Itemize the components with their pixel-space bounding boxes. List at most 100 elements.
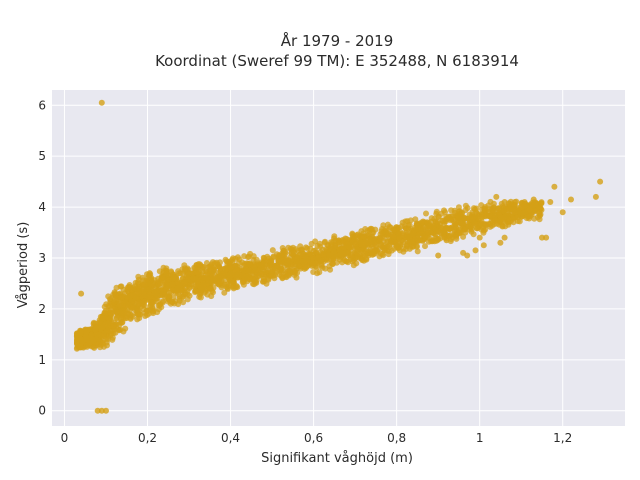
data-point [197, 294, 204, 301]
data-point [101, 309, 108, 316]
data-point [104, 327, 111, 334]
outlier-point [435, 252, 442, 259]
data-point [409, 238, 416, 245]
tick-labels: 0 0,2 0,4 0,6 0,8 1 1,2 0 1 2 3 4 5 6 [38, 98, 572, 445]
data-point [184, 296, 191, 303]
data-point [381, 234, 388, 241]
data-point [191, 264, 198, 271]
data-point [181, 262, 188, 269]
chart-title-line-1: År 1979 - 2019 [281, 31, 394, 50]
data-point [159, 274, 166, 281]
data-point [113, 293, 119, 299]
data-point [209, 279, 215, 286]
outlier-point [518, 204, 525, 211]
data-point [151, 277, 158, 284]
data-point [384, 221, 391, 228]
data-point [423, 210, 429, 217]
data-point [253, 256, 260, 263]
data-point [125, 301, 132, 308]
data-point [377, 241, 384, 248]
y-tick-label: 4 [38, 200, 46, 214]
x-tick-label: 1,2 [553, 431, 572, 445]
data-point [411, 227, 418, 234]
data-point [103, 336, 110, 342]
data-point [187, 283, 194, 290]
outlier-point [497, 239, 504, 246]
data-point [296, 263, 303, 270]
data-point [400, 238, 407, 245]
data-point [113, 315, 120, 322]
data-point [120, 328, 127, 335]
data-point [404, 234, 411, 241]
data-point [203, 275, 210, 282]
data-point [527, 213, 533, 220]
data-point [190, 275, 197, 282]
data-point [227, 271, 233, 278]
data-point [351, 235, 358, 242]
data-point [430, 222, 437, 229]
data-point [74, 330, 81, 337]
data-point [209, 259, 216, 266]
data-point [482, 222, 489, 229]
data-point [425, 220, 432, 226]
data-point [136, 299, 143, 306]
data-point [328, 256, 334, 263]
data-point [363, 255, 369, 262]
data-point [207, 268, 214, 275]
data-point [144, 308, 151, 315]
data-point [504, 210, 511, 217]
outlier-point [98, 407, 105, 414]
data-point [478, 221, 484, 228]
data-point [383, 227, 390, 234]
outlier-point [530, 196, 537, 203]
data-point [164, 271, 171, 278]
x-tick-label: 1 [476, 431, 484, 445]
data-point [145, 280, 152, 287]
x-tick-label: 0,6 [304, 431, 323, 445]
data-point [346, 244, 353, 251]
data-point [468, 226, 475, 233]
data-point [251, 264, 258, 271]
data-point [176, 297, 183, 304]
x-axis-label: Signifikant våghöjd (m) [261, 451, 413, 466]
data-point [287, 261, 294, 268]
data-point [273, 263, 280, 270]
data-point [293, 256, 300, 262]
data-point [261, 268, 268, 275]
data-point [424, 229, 431, 236]
data-point [496, 212, 503, 219]
x-tick-label: 0 [61, 431, 69, 445]
outlier-point [480, 242, 487, 249]
data-point [330, 247, 337, 254]
data-point [286, 272, 292, 279]
data-point [245, 267, 252, 274]
data-point [154, 292, 161, 299]
data-point [184, 275, 191, 282]
data-point [405, 225, 412, 232]
outlier-point [597, 178, 604, 185]
data-point [331, 233, 338, 240]
data-point [536, 209, 543, 216]
data-point [160, 268, 167, 275]
x-tick-label: 0,2 [138, 431, 157, 445]
data-point [160, 288, 167, 295]
data-point [370, 251, 377, 257]
data-point [447, 217, 454, 224]
data-point [246, 276, 253, 282]
data-point [113, 284, 120, 291]
outlier-point [447, 232, 454, 239]
data-point [134, 306, 141, 312]
data-point [96, 319, 103, 326]
data-point [98, 332, 105, 339]
outlier-point [559, 209, 566, 216]
x-tick-label: 0,4 [221, 431, 240, 445]
data-point [192, 288, 199, 294]
data-point [538, 200, 545, 207]
data-point [214, 274, 220, 281]
data-point [145, 291, 152, 298]
data-point [270, 272, 277, 279]
data-point [208, 288, 215, 294]
data-point [415, 236, 422, 243]
data-point [276, 271, 283, 278]
data-point [368, 225, 374, 232]
